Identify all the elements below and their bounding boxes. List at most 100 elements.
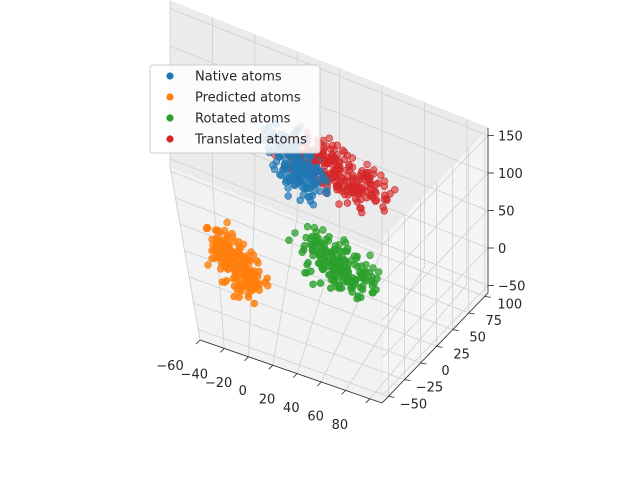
data-point	[355, 184, 364, 192]
data-point	[316, 279, 325, 287]
data-point	[272, 158, 281, 166]
data-point	[315, 260, 324, 268]
data-point	[331, 154, 339, 162]
data-point	[319, 226, 327, 234]
grid-line-z	[381, 135, 489, 246]
z-tick-label: −50	[498, 280, 525, 295]
grid-line-x	[212, 182, 225, 349]
data-point	[302, 233, 310, 242]
data-point	[203, 223, 211, 232]
y-tick-label: 50	[469, 331, 486, 346]
x-tick-mark	[268, 364, 274, 370]
data-point	[296, 163, 304, 172]
data-point	[213, 226, 221, 234]
x-tick-label: −20	[205, 376, 232, 391]
y-tick-label: 0	[441, 364, 449, 379]
grid-line-z	[169, 8, 489, 136]
data-point	[391, 186, 399, 194]
data-point	[230, 292, 238, 301]
legend-label: Rotated atoms	[195, 112, 291, 127]
data-point	[270, 165, 279, 173]
grid-line-y	[198, 329, 389, 397]
data-point	[316, 187, 324, 195]
data-point	[340, 155, 349, 164]
data-point	[204, 261, 212, 269]
data-point	[303, 269, 311, 277]
legend-marker	[166, 93, 174, 101]
data-point	[345, 277, 353, 285]
y-axis-line	[381, 292, 489, 404]
data-point	[219, 254, 228, 262]
grid-line-z	[381, 247, 489, 359]
x-tick-label: 60	[307, 409, 324, 424]
data-point	[367, 180, 376, 188]
grid-line-x	[169, 165, 201, 341]
data-point	[351, 195, 360, 203]
grid-line-y	[193, 302, 405, 381]
data-point	[230, 237, 239, 246]
legend-label: Predicted atoms	[195, 91, 301, 106]
data-point	[381, 191, 389, 199]
data-point	[213, 248, 222, 256]
y-tick-label: 25	[453, 347, 470, 362]
data-point	[222, 245, 230, 254]
grid-line-z	[381, 172, 489, 284]
data-point	[261, 278, 270, 286]
data-point	[236, 254, 244, 263]
legend: Native atoms Predicted atoms Rotated atoms…	[149, 64, 321, 154]
x-tick-mark	[341, 390, 346, 395]
data-point	[303, 261, 311, 269]
axis-lines	[195, 128, 494, 404]
data-point	[224, 265, 233, 273]
data-point	[319, 172, 327, 181]
z-tick-label: 150	[498, 130, 523, 145]
data-point	[325, 134, 333, 143]
x-tick-mark	[292, 373, 298, 378]
tick-labels: −60−40−20020406080−50−250255075100−50050…	[156, 130, 525, 433]
data-point	[238, 282, 246, 290]
data-point	[340, 236, 348, 244]
data-point	[309, 280, 317, 288]
data-point	[343, 199, 352, 207]
data-point	[335, 200, 343, 208]
data-point	[372, 196, 381, 204]
data-point	[248, 287, 256, 295]
data-point	[208, 254, 216, 263]
x-tick-label: −40	[181, 367, 208, 382]
z-tick-label: 0	[498, 242, 506, 257]
data-point	[323, 159, 331, 168]
data-point	[222, 277, 231, 285]
y-tick-mark	[484, 295, 491, 298]
data-point	[310, 224, 319, 232]
data-point	[366, 173, 374, 182]
data-point	[375, 268, 383, 276]
x-tick-mark	[219, 348, 225, 353]
data-point	[350, 260, 359, 268]
z-tick-label: 100	[498, 167, 523, 182]
data-point	[327, 284, 335, 292]
y-tick-mark	[420, 362, 427, 365]
data-point	[335, 281, 344, 290]
data-point	[366, 251, 374, 260]
data-point	[333, 181, 341, 190]
data-point	[250, 299, 258, 308]
data-point	[244, 293, 253, 301]
x-tick-label: −60	[156, 359, 183, 374]
data-point	[379, 203, 387, 211]
data-point	[285, 176, 294, 185]
data-point	[330, 246, 338, 255]
z-tick-label: 50	[498, 205, 515, 220]
data-point	[306, 184, 314, 192]
data-point	[310, 173, 319, 181]
data-point	[231, 268, 239, 277]
data-point	[358, 274, 366, 282]
data-point	[277, 171, 285, 180]
grid-line-z	[381, 285, 489, 396]
x-tick-label: 40	[283, 401, 300, 416]
data-point	[255, 267, 263, 276]
data-point	[312, 180, 320, 189]
grid-line-x	[272, 216, 298, 366]
data-point	[357, 293, 365, 302]
x-tick-mark	[317, 381, 322, 387]
